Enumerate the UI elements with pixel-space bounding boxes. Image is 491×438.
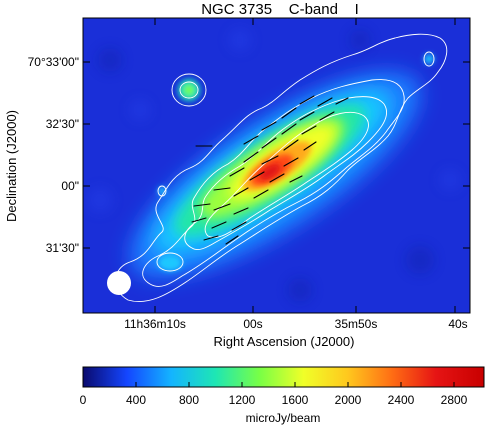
x-axis-title: Right Ascension (J2000) — [214, 334, 355, 349]
contour-source-w — [157, 185, 167, 197]
colorbar-tick-label: 0 — [80, 393, 87, 407]
x-tick-label: 11h36m10s — [124, 317, 186, 331]
background-noise — [88, 29, 460, 302]
contour-source-ne — [423, 51, 435, 67]
x-tick-label: 40s — [448, 317, 467, 331]
contour-level-2 — [142, 79, 405, 287]
colorbar-tick-label: 1600 — [282, 393, 309, 407]
y-tick-label: 00" — [61, 179, 79, 193]
contour-source-nw-outer — [171, 73, 207, 107]
intensity-contours — [115, 33, 448, 302]
x-tick-labels: 11h36m10s 00s 35m50s 40s — [124, 317, 468, 331]
colorbar-tick-label: 1200 — [229, 393, 256, 407]
colorbar-label: microJy/beam — [246, 411, 321, 425]
x-tick-label: 00s — [243, 317, 262, 331]
y-tick-label: 70°33'00" — [28, 55, 79, 69]
colorbar-ticks — [82, 382, 455, 387]
x-tick-label: 35m50s — [335, 317, 378, 331]
polarization-vectors — [191, 95, 349, 245]
contour-level-3 — [184, 96, 388, 251]
colorbar-tick-labels: 0 400 800 1200 1600 2000 2400 2800 — [80, 393, 468, 407]
contour-level-1 — [115, 33, 448, 302]
beam-marker — [107, 271, 131, 295]
intensity-image — [83, 18, 470, 313]
contour-level-4 — [204, 112, 369, 238]
plot-frame — [82, 17, 471, 314]
y-tick-labels: 70°33'00" 32'30" 00" 31'30" — [28, 55, 79, 255]
plot-title: NGC 3735 C-band I — [201, 1, 359, 18]
colorbar-tick-label: 2800 — [441, 393, 468, 407]
colorbar-gradient — [82, 366, 485, 388]
colorbar: 0 400 800 1200 1600 2000 2400 2800 micro… — [80, 366, 485, 425]
contour-source-sw — [156, 252, 184, 272]
colorbar-tick-label: 2000 — [335, 393, 362, 407]
colorbar-tick-label: 2400 — [388, 393, 415, 407]
colorbar-tick-label: 800 — [179, 393, 199, 407]
colorbar-tick-label: 400 — [126, 393, 146, 407]
tick-marks — [83, 18, 470, 313]
y-tick-label: 32'30" — [46, 117, 79, 131]
y-axis-title: Declination (J2000) — [4, 110, 19, 222]
y-tick-label: 31'30" — [46, 241, 79, 255]
contour-source-nw-inner — [179, 81, 199, 99]
